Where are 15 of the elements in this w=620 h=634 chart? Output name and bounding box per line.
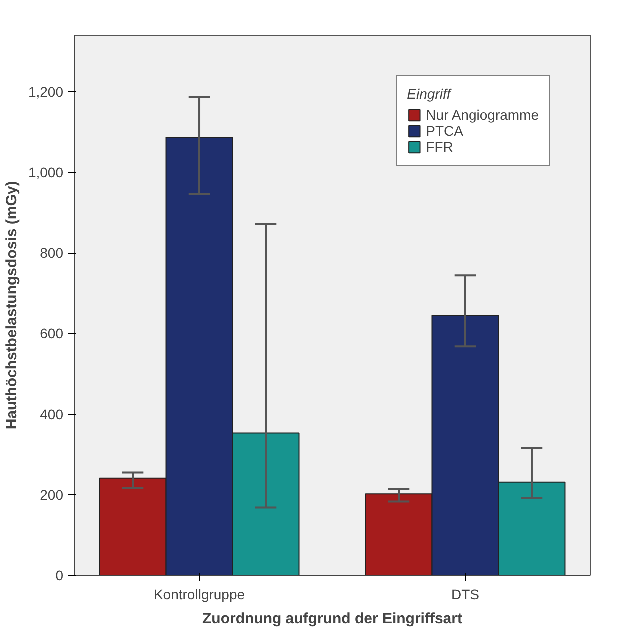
x-tick-label: Kontrollgruppe [154, 586, 246, 602]
legend-label: FFR [426, 139, 454, 155]
y-axis-title: Hauthöchstbelastungsdosis (mGy) [3, 181, 20, 430]
y-tick-label: 1,200 [28, 84, 64, 100]
y-tick-label: 800 [40, 245, 64, 262]
y-tick-label: 1,000 [28, 164, 64, 181]
legend-title: Eingriff [407, 86, 453, 102]
x-axis-title: Zuordnung aufgrund der Eingriffsart [202, 610, 462, 628]
legend-label: PTCA [426, 123, 464, 139]
y-tick-label: 200 [40, 486, 64, 503]
legend-label: Nur Angiogramme [426, 107, 539, 123]
x-tick-label: DTS [451, 586, 480, 602]
y-tick-label: 0 [56, 568, 64, 584]
y-tick-label: 400 [40, 406, 64, 422]
y-tick-label: 600 [40, 326, 64, 342]
